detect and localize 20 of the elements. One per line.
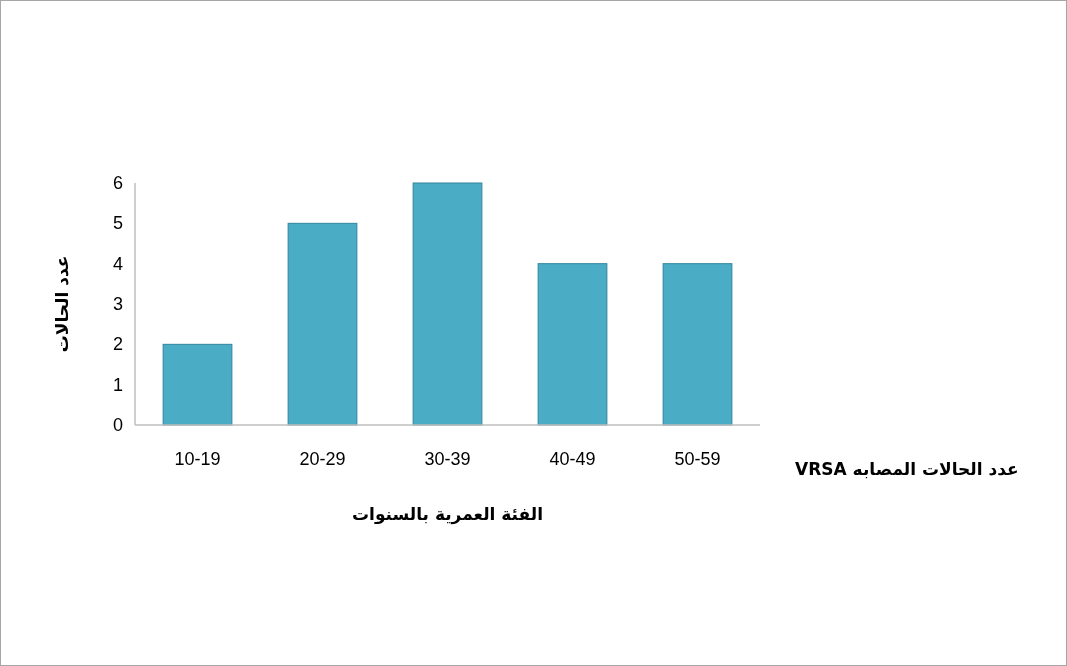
y-tick-label: 0 (112, 415, 123, 435)
x-axis-title: الفئة العمرية بالسنوات (352, 504, 543, 525)
x-tick-label: 30-39 (424, 449, 471, 469)
x-tick-label: 10-19 (174, 449, 221, 469)
y-tick-label: 3 (112, 294, 123, 314)
bar (537, 263, 608, 426)
bar (287, 222, 358, 426)
bar (162, 343, 233, 426)
bar (412, 182, 483, 426)
x-tick-label: 20-29 (299, 449, 346, 469)
x-tick-label: 50-59 (674, 449, 721, 469)
y-axis-title: عدد الحالات (52, 255, 72, 353)
bar (662, 263, 733, 426)
y-tick-label: 4 (112, 253, 123, 274)
text: عدد الحالات المصابه VRSA (795, 459, 1019, 479)
y-tick-label: 1 (112, 374, 123, 395)
x-tick-label: 40-49 (549, 449, 596, 469)
y-tick-label: 6 (112, 173, 123, 193)
y-tick-label: 2 (112, 334, 123, 355)
y-tick-label: 5 (112, 213, 123, 234)
